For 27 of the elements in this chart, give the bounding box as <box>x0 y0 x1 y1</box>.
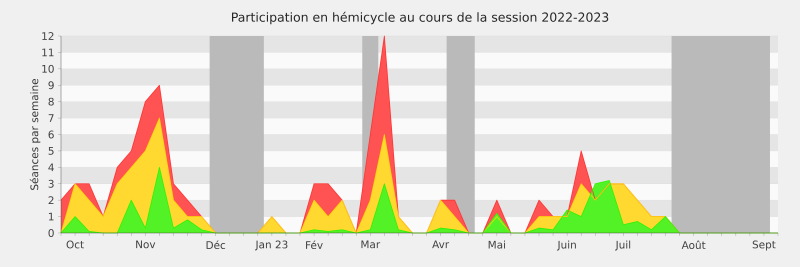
y-tick-label: 0 <box>48 229 54 237</box>
y-tick-label: 11 <box>42 48 54 56</box>
y-tick-label: 3 <box>48 180 54 188</box>
y-tick-label: 5 <box>48 147 54 155</box>
x-tick-label: Déc <box>206 240 226 250</box>
x-tick-label: Avr <box>432 240 450 248</box>
x-tick-label: Août <box>682 240 706 250</box>
y-tick-label: 6 <box>48 130 54 138</box>
x-tick-label: Juil <box>615 240 630 251</box>
y-tick-label: 10 <box>42 64 54 73</box>
chart-title: Participation en hémicycle au cours de la session 2022-2023 <box>232 12 608 24</box>
y-tick-label: 7 <box>48 114 54 122</box>
y-axis-title: Séances par semaine <box>30 78 40 190</box>
x-tick-label: Sept <box>752 240 776 250</box>
x-tick-label: Oct <box>66 240 84 248</box>
y-tick-label: 12 <box>42 32 54 40</box>
x-tick-label: Mar <box>361 240 380 248</box>
y-tick-label: 9 <box>48 81 54 90</box>
x-tick-label: Mai <box>488 240 506 249</box>
x-tick-label: Juin <box>556 240 576 251</box>
y-tick-label: 2 <box>48 196 54 204</box>
x-tick-label: Jan 23 <box>254 240 288 250</box>
x-tick-label: Fév <box>306 240 323 250</box>
y-tick-label: 8 <box>48 98 54 106</box>
y-tick-label: 1 <box>48 212 54 220</box>
y-tick-label: 4 <box>48 164 54 172</box>
x-tick-label: Nov <box>136 240 156 248</box>
